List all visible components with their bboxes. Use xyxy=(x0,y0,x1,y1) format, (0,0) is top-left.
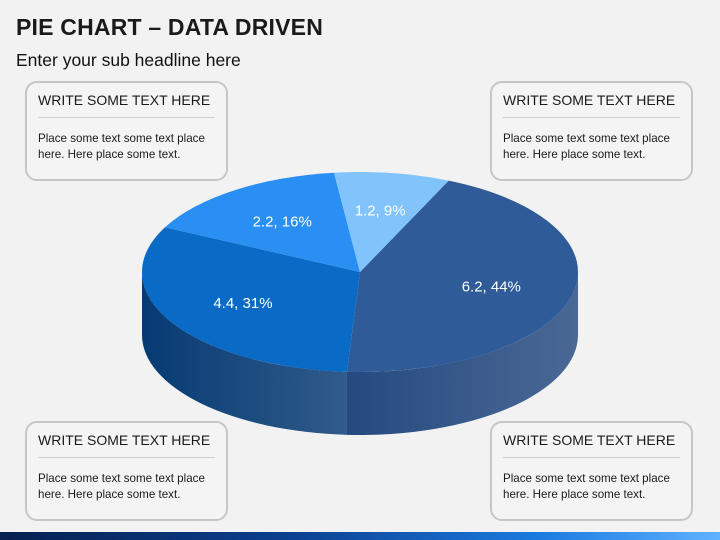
pie-slice xyxy=(142,227,360,372)
page-subtitle: Enter your sub headline here xyxy=(16,50,241,70)
text-box-heading: WRITE SOME TEXT HERE xyxy=(38,92,215,118)
page-title: PIE CHART – DATA DRIVEN xyxy=(16,14,324,40)
text-box-top-right[interactable]: WRITE SOME TEXT HERE Place some text som… xyxy=(490,81,693,181)
text-box-heading: WRITE SOME TEXT HERE xyxy=(503,432,680,458)
text-box-bottom-right[interactable]: WRITE SOME TEXT HERE Place some text som… xyxy=(490,421,693,521)
text-box-body: Place some text some text place here. He… xyxy=(503,132,670,161)
pie-slice-label: 6.2, 44% xyxy=(462,279,521,296)
pie-slice-side xyxy=(142,272,347,435)
pie-slice xyxy=(165,172,360,272)
text-box-bottom-left[interactable]: WRITE SOME TEXT HERE Place some text som… xyxy=(25,421,228,521)
text-box-heading: WRITE SOME TEXT HERE xyxy=(38,432,215,458)
pie-slice xyxy=(333,171,449,272)
text-box-body: Place some text some text place here. He… xyxy=(503,472,670,501)
pie-slice-label: 2.2, 16% xyxy=(253,213,312,230)
pie-slice-label: 4.4, 31% xyxy=(213,295,272,312)
bottom-accent-bar xyxy=(0,532,720,540)
pie-slice-side xyxy=(346,272,578,435)
text-box-body: Place some text some text place here. He… xyxy=(38,472,205,501)
pie-slice xyxy=(346,180,578,372)
text-box-body: Place some text some text place here. He… xyxy=(38,132,205,161)
pie-slice-label: 1.2, 9% xyxy=(355,203,406,220)
text-box-top-left[interactable]: WRITE SOME TEXT HERE Place some text som… xyxy=(25,81,228,181)
text-box-heading: WRITE SOME TEXT HERE xyxy=(503,92,680,118)
